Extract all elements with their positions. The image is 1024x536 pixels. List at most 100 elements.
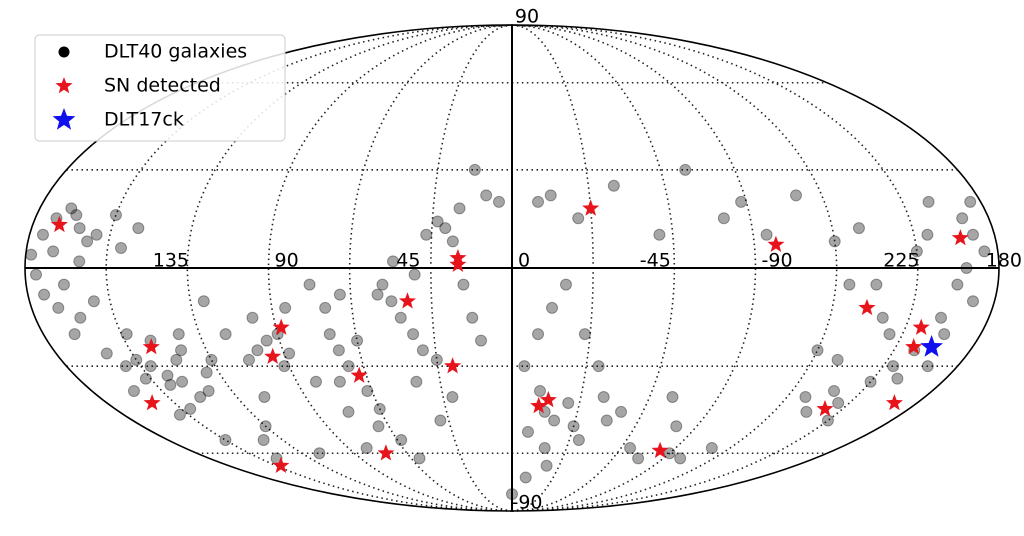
- galaxy-point: [319, 301, 332, 314]
- sn-star: [449, 255, 467, 272]
- legend-marker: [55, 77, 73, 94]
- meridian-grid-line: [105, 24, 513, 512]
- galaxy-point: [843, 278, 856, 291]
- galaxy-point: [258, 391, 271, 404]
- galaxy-point: [434, 414, 447, 427]
- galaxy-point: [735, 195, 748, 208]
- galaxy-point: [47, 245, 60, 258]
- galaxy-point: [480, 189, 493, 202]
- galaxy-point: [883, 328, 896, 341]
- galaxy-point: [760, 228, 773, 241]
- galaxy-point: [921, 360, 934, 373]
- galaxy-point: [607, 179, 620, 192]
- galaxy-point: [197, 295, 210, 308]
- sn-star: [539, 391, 557, 408]
- galaxy-point: [870, 278, 883, 291]
- galaxy-point: [219, 328, 232, 341]
- sn-star: [582, 199, 600, 216]
- galaxy-point: [38, 288, 51, 301]
- sn-star: [858, 298, 876, 316]
- galaxy-point: [176, 375, 189, 388]
- sn-star: [905, 338, 923, 355]
- y-tick-label: 90: [515, 6, 539, 28]
- galaxy-point: [597, 391, 610, 404]
- galaxy-point: [572, 434, 585, 447]
- galaxy-point: [313, 447, 326, 460]
- galaxy-point: [73, 255, 86, 268]
- sn-star: [530, 397, 548, 414]
- galaxy-point: [260, 334, 273, 347]
- galaxy-point: [65, 202, 78, 215]
- galaxy-point: [446, 235, 459, 248]
- galaxy-point: [202, 384, 215, 397]
- galaxy-point: [70, 208, 83, 221]
- galaxy-point: [887, 360, 900, 373]
- galaxy-point: [68, 328, 81, 341]
- legend-label: DLT17ck: [104, 109, 184, 131]
- galaxy-point: [572, 212, 585, 225]
- galaxy-point: [371, 288, 384, 301]
- galaxy-point: [532, 195, 545, 208]
- galaxy-point: [966, 295, 979, 308]
- sn-star: [50, 215, 68, 233]
- galaxy-point: [333, 375, 346, 388]
- galaxy-point: [173, 408, 186, 421]
- galaxy-point: [115, 242, 128, 255]
- galaxy-point: [259, 420, 272, 433]
- galaxy-point: [831, 353, 844, 366]
- galaxy-point: [194, 391, 207, 404]
- galaxy-point: [74, 311, 87, 324]
- galaxy-point: [538, 442, 551, 455]
- galaxy-point: [373, 402, 386, 415]
- galaxy-point: [36, 228, 49, 241]
- galaxy-point: [333, 288, 346, 301]
- x-tick-label: 45: [396, 250, 420, 272]
- legend-label: DLT40 galaxies: [104, 41, 247, 63]
- galaxy-point: [544, 189, 557, 202]
- galaxy-point: [184, 402, 197, 415]
- galaxy-point: [332, 344, 345, 357]
- galaxy-point: [624, 442, 637, 455]
- galaxy-point: [592, 360, 605, 373]
- galaxy-point: [910, 245, 923, 258]
- sn-star: [264, 347, 282, 364]
- x-tick-label: 180: [986, 250, 1022, 272]
- galaxy-point: [242, 353, 255, 366]
- galaxy-point: [717, 212, 730, 225]
- galaxy-point: [600, 414, 613, 427]
- galaxy-point: [257, 434, 270, 447]
- galaxy-point: [283, 347, 296, 360]
- galaxy-point: [376, 278, 389, 291]
- galaxy-point: [30, 268, 43, 281]
- galaxy-point: [559, 278, 572, 291]
- galaxy-point: [674, 452, 687, 465]
- galaxy-point: [81, 235, 94, 248]
- galaxy-point: [205, 353, 218, 366]
- galaxy-point: [466, 311, 479, 324]
- sn-star: [272, 318, 290, 335]
- galaxy-point: [891, 372, 904, 385]
- sn-star: [767, 235, 785, 252]
- galaxy-point: [351, 334, 364, 347]
- galaxy-point: [119, 360, 132, 373]
- galaxy-point: [164, 378, 177, 391]
- galaxy-point: [518, 360, 531, 373]
- legend-marker: [58, 46, 70, 58]
- galaxy-point: [279, 301, 292, 314]
- galaxy-point: [519, 471, 532, 484]
- galaxy-point: [100, 347, 113, 360]
- meridian-grid-line: [267, 24, 513, 512]
- galaxy-point: [966, 228, 979, 241]
- x-tick-label: -90: [762, 250, 793, 272]
- galaxy-point: [615, 405, 628, 418]
- galaxy-point: [446, 391, 459, 404]
- galaxy-point: [342, 360, 355, 373]
- galaxy-point: [130, 353, 143, 366]
- galaxy-point: [921, 228, 934, 241]
- galaxy-point: [175, 344, 188, 357]
- galaxy-point: [922, 195, 935, 208]
- galaxy-point: [109, 208, 122, 221]
- x-tick-label: 135: [153, 250, 189, 272]
- galaxy-point: [567, 420, 580, 433]
